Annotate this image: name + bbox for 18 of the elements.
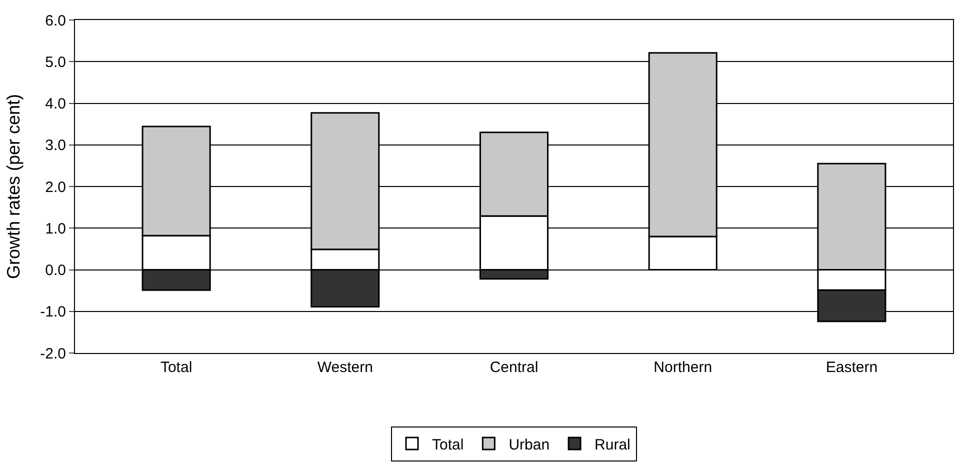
legend-label: Rural [594, 436, 630, 454]
y-tick-label: -2.0 [40, 345, 66, 362]
x-tick-label: Eastern [826, 359, 878, 376]
x-tick-label: Total [160, 359, 192, 376]
x-tick-label: Central [490, 359, 538, 376]
x-tick-label: Northern [654, 359, 712, 376]
y-tick-label: -1.0 [40, 304, 66, 321]
x-tick-label: Western [317, 359, 373, 376]
y-tick-label: 2.0 [45, 178, 66, 196]
y-tick-label: 0.0 [45, 262, 66, 279]
y-tick-label: 3.0 [45, 137, 66, 154]
legend-label: Urban [508, 436, 550, 454]
y-tick-label: 6.0 [45, 12, 66, 30]
y-tick-label: 5.0 [45, 54, 66, 71]
y-axis-title: Growth rates (per cent) [3, 94, 24, 280]
y-tick-label: 4.0 [45, 96, 66, 112]
y-tick-label: 1.0 [45, 220, 66, 238]
legend-label: Total [432, 436, 464, 454]
